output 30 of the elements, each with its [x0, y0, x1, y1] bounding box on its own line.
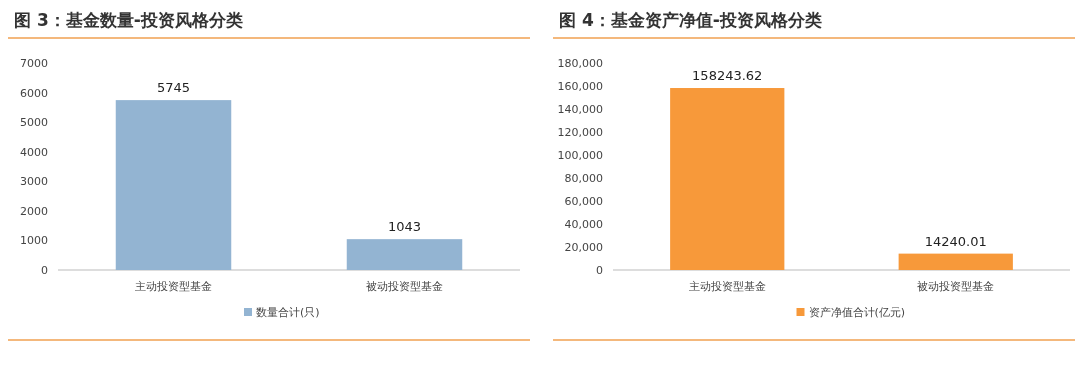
y-tick-label: 0: [41, 264, 48, 277]
y-tick-label: 20,000: [564, 241, 603, 254]
y-tick-label: 160,000: [557, 80, 603, 93]
chart-title: 图 4：基金资产净值-投资风格分类: [559, 10, 822, 30]
data-label: 158243.62: [692, 68, 763, 84]
data-label: 5745: [156, 80, 191, 96]
data-label: 1043: [387, 219, 422, 235]
y-tick-label: 60,000: [564, 195, 603, 208]
x-tick-label: 主动投资型基金: [135, 280, 212, 293]
y-tick-label: 0: [596, 264, 603, 277]
y-tick-label: 40,000: [564, 218, 603, 231]
y-tick-label: 120,000: [557, 126, 603, 139]
legend-label: 资产净值合计(亿元): [808, 306, 906, 319]
y-tick-label: 6000: [20, 86, 48, 100]
y-tick-label: 180,000: [557, 57, 603, 70]
y-tick-label: 4000: [20, 145, 48, 159]
data-label: 14240.01: [924, 233, 987, 249]
y-tick-label: 1000: [20, 234, 48, 248]
y-tick-label: 100,000: [557, 149, 603, 162]
y-tick-label: 80,000: [564, 172, 603, 185]
y-tick-label: 3000: [20, 175, 48, 189]
x-tick-label: 被动投资型基金: [366, 280, 443, 293]
y-tick-label: 2000: [20, 204, 48, 218]
x-tick-label: 被动投资型基金: [917, 280, 995, 293]
y-tick-label: 5000: [20, 116, 48, 130]
chart-title: 图 3：基金数量-投资风格分类: [14, 10, 243, 30]
y-tick-label: 140,000: [557, 103, 603, 116]
y-tick-label: 7000: [20, 57, 48, 70]
legend-label: 数量合计(只): [256, 306, 320, 319]
x-tick-label: 主动投资型基金: [688, 280, 766, 293]
